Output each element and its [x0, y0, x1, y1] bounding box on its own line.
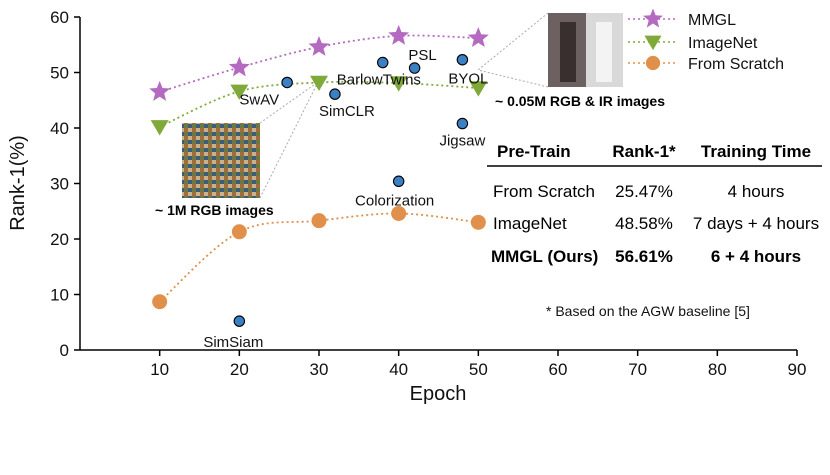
legend-label-imagenet: ImageNet — [688, 35, 758, 52]
y-tick-label-10: 10 — [50, 286, 69, 305]
mmgl-ir-figure — [596, 22, 612, 82]
legend-marker-from-scratch — [645, 55, 661, 71]
legend-symbol-mmgl — [643, 8, 663, 28]
method-point-simclr — [329, 88, 341, 100]
point-from-scratch-epoch-20 — [231, 224, 247, 240]
series-layer — [149, 24, 489, 310]
table-header-pretrain: Pre-Train — [497, 142, 571, 161]
point-from-scratch-epoch-50 — [470, 214, 486, 230]
method-point-simsiam — [233, 315, 246, 327]
point-from-scratch-epoch-10 — [152, 294, 168, 310]
point-imagenet-epoch-30 — [310, 75, 328, 92]
x-tick-label-30: 30 — [310, 360, 329, 379]
method-label-colorization: Colorization — [355, 192, 434, 209]
imagenet-mosaic-thumbnail — [182, 123, 260, 198]
x-tick-label-60: 60 — [549, 360, 568, 379]
table-row-imagenet-time: 7 days + 4 hours — [693, 214, 819, 233]
x-tick-label-20: 20 — [230, 360, 249, 379]
point-from-scratch-epoch-30 — [311, 213, 327, 229]
method-point-barlowtwins — [376, 56, 389, 69]
y-tick-label-40: 40 — [50, 119, 69, 138]
table-row-mmgl-name: MMGL (Ours) — [491, 247, 598, 266]
x-tick-label-50: 50 — [469, 360, 488, 379]
method-label-simclr: SimCLR — [319, 103, 375, 120]
table-row-scratch-rank1: 25.47% — [615, 182, 673, 201]
y-tick-label-30: 30 — [50, 175, 69, 194]
mmgl-connector-bottom — [477, 69, 549, 88]
method-label-barlowtwins: BarlowTwins — [337, 72, 421, 89]
y-tick-label-50: 50 — [50, 64, 69, 83]
method-label-jigsaw: Jigsaw — [439, 133, 485, 150]
x-tick-label-70: 70 — [628, 360, 647, 379]
table-row-mmgl-time: 6 + 4 hours — [711, 247, 801, 266]
legend-symbol-from-scratch — [645, 55, 661, 71]
method-point-byol — [456, 53, 469, 66]
x-ticks: 10 20 30 40 50 60 70 80 90 — [150, 350, 806, 379]
table-header-training-time: Training Time — [701, 142, 811, 161]
legend-marker-mmgl — [643, 8, 663, 28]
table-row-scratch-name: From Scratch — [493, 182, 595, 201]
method-point-swav — [281, 76, 293, 89]
point-mmgl-epoch-20 — [228, 56, 250, 77]
x-axis-title: Epoch — [410, 383, 467, 405]
legend-label-mmgl: MMGL — [688, 12, 736, 29]
y-tick-label-60: 60 — [50, 8, 69, 27]
mmgl-connector-top — [477, 12, 549, 71]
x-tick-label-10: 10 — [150, 360, 169, 379]
legend: MMGL ImageNet From Scratch — [628, 8, 784, 73]
legend-symbol-imagenet — [644, 35, 662, 51]
x-tick-label-80: 80 — [708, 360, 727, 379]
table-footnote: * Based on the AGW baseline [5] — [546, 303, 750, 319]
imagenet-thumbnail-group: ~ 1M RGB images — [155, 81, 319, 218]
method-label-simsiam: SimSiam — [203, 334, 263, 351]
mmgl-thumbnail-group: ~ 0.05M RGB & IR images — [477, 12, 665, 109]
x-tick-label-90: 90 — [788, 360, 807, 379]
table-row-imagenet-rank1: 48.58% — [615, 214, 673, 233]
method-label-byol: BYOL — [448, 71, 488, 88]
point-imagenet-epoch-50 — [469, 81, 488, 97]
point-imagenet-epoch-10 — [150, 120, 169, 136]
method-point-colorization — [392, 175, 405, 188]
legend-marker-imagenet — [644, 35, 662, 51]
table-row-scratch-time: 4 hours — [728, 182, 785, 201]
table-row-imagenet-name: ImageNet — [493, 214, 567, 233]
imagenet-data-annotation: ~ 1M RGB images — [155, 202, 274, 218]
y-tick-label-0: 0 — [60, 341, 69, 360]
axes-group: 0 10 20 30 40 50 60 10 20 30 40 50 60 70 80 90 Epoch R… — [7, 8, 806, 405]
series-line-imagenet — [159, 80, 479, 128]
point-mmgl-epoch-10 — [149, 80, 171, 101]
point-mmgl-epoch-30 — [308, 35, 330, 56]
x-tick-label-40: 40 — [389, 360, 408, 379]
method-label-swav: SwAV — [239, 91, 279, 108]
y-axis-title: Rank-1(%) — [7, 135, 29, 231]
method-point-psl — [408, 62, 421, 74]
y-tick-label-20: 20 — [50, 230, 69, 249]
legend-label-from-scratch: From Scratch — [688, 56, 784, 73]
point-from-scratch-epoch-40 — [391, 205, 407, 221]
point-mmgl-epoch-50 — [467, 27, 489, 47]
method-label-psl: PSL — [408, 47, 436, 64]
mmgl-rgb-figure — [560, 22, 576, 82]
point-mmgl-epoch-40 — [388, 24, 410, 45]
y-ticks: 0 10 20 30 40 50 60 — [50, 8, 80, 360]
comparison-table: Pre-Train Rank-1* Training Time From Scr… — [487, 142, 822, 319]
method-point-jigsaw — [456, 117, 469, 130]
table-row-mmgl-rank1: 56.61% — [615, 247, 673, 266]
mmgl-data-annotation: ~ 0.05M RGB & IR images — [495, 93, 665, 109]
point-imagenet-epoch-20 — [230, 84, 249, 100]
imagenet-connector-bottom — [259, 81, 319, 199]
table-header-rank1: Rank-1* — [612, 142, 676, 161]
methods-layer: SwAV SimCLR BarlowTwins PSL BYOL Jigsaw Colori… — [203, 47, 488, 351]
point-imagenet-epoch-40 — [389, 76, 408, 92]
